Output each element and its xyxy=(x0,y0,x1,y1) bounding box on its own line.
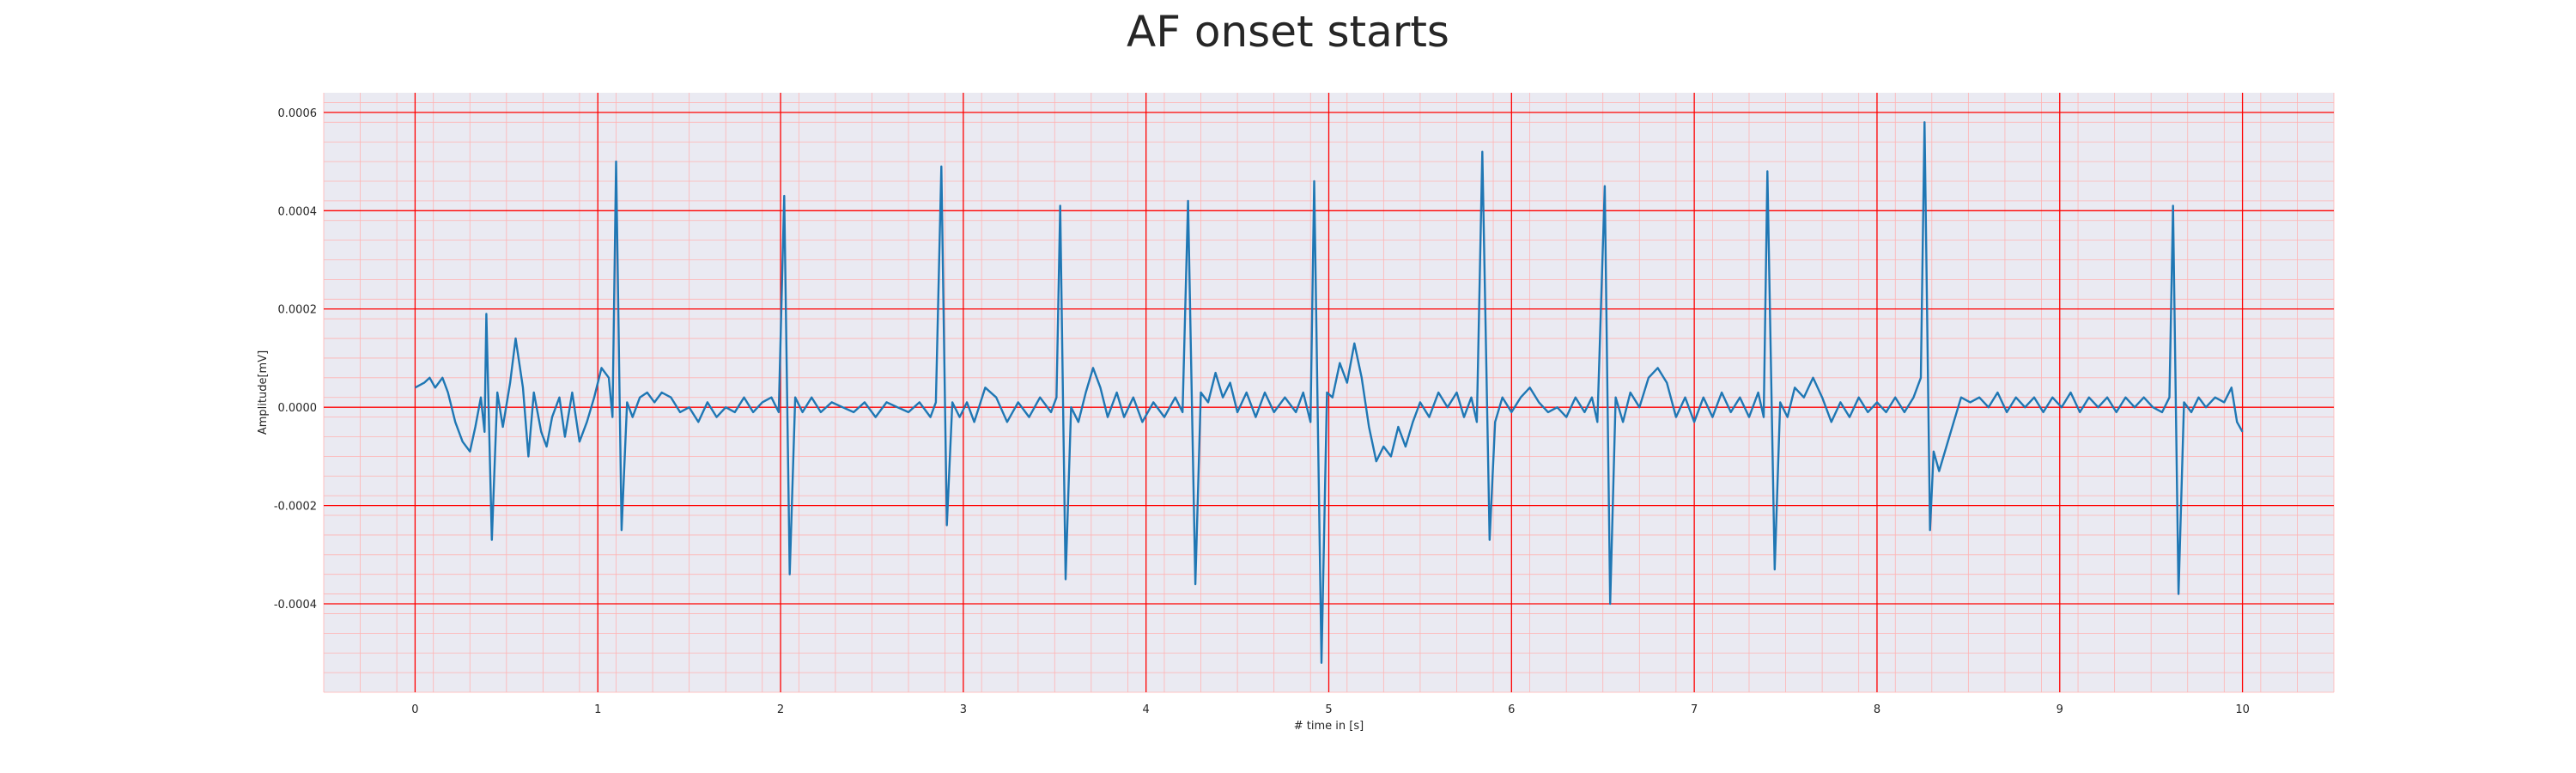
x-axis-label: # time in [s] xyxy=(1294,720,1364,733)
x-tick-label: 2 xyxy=(777,703,784,716)
x-tick-label: 7 xyxy=(1691,703,1698,716)
x-tick-label: 3 xyxy=(960,703,967,716)
x-tick-label: 6 xyxy=(1508,703,1515,716)
y-tick-label: -0.0002 xyxy=(274,501,317,514)
chart-title: AF onset starts xyxy=(1127,7,1449,57)
y-tick-label: 0.0002 xyxy=(278,304,318,317)
x-tick-label: 0 xyxy=(411,703,418,716)
y-tick-label: 0.0006 xyxy=(278,107,318,120)
x-tick-label: 8 xyxy=(1874,703,1880,716)
y-axis-ticks: -0.0004 -0.0002 0.0000 0.0002 0.0004 0.0006 xyxy=(274,107,317,612)
y-axis-label: Amplitude[mV] xyxy=(257,350,270,435)
major-grid xyxy=(324,93,2334,692)
y-tick-label: 0.0000 xyxy=(278,402,318,415)
y-tick-label: 0.0004 xyxy=(278,205,318,218)
x-axis-ticks: 0 1 2 3 4 5 6 7 8 9 10 xyxy=(411,703,2250,716)
x-tick-label: 1 xyxy=(594,703,601,716)
ecg-series-line xyxy=(414,121,2244,664)
x-tick-label: 9 xyxy=(2057,703,2063,716)
y-tick-label: -0.0004 xyxy=(274,599,317,612)
x-tick-label: 4 xyxy=(1143,703,1150,716)
x-tick-label: 10 xyxy=(2235,703,2250,716)
x-tick-label: 5 xyxy=(1325,703,1332,716)
